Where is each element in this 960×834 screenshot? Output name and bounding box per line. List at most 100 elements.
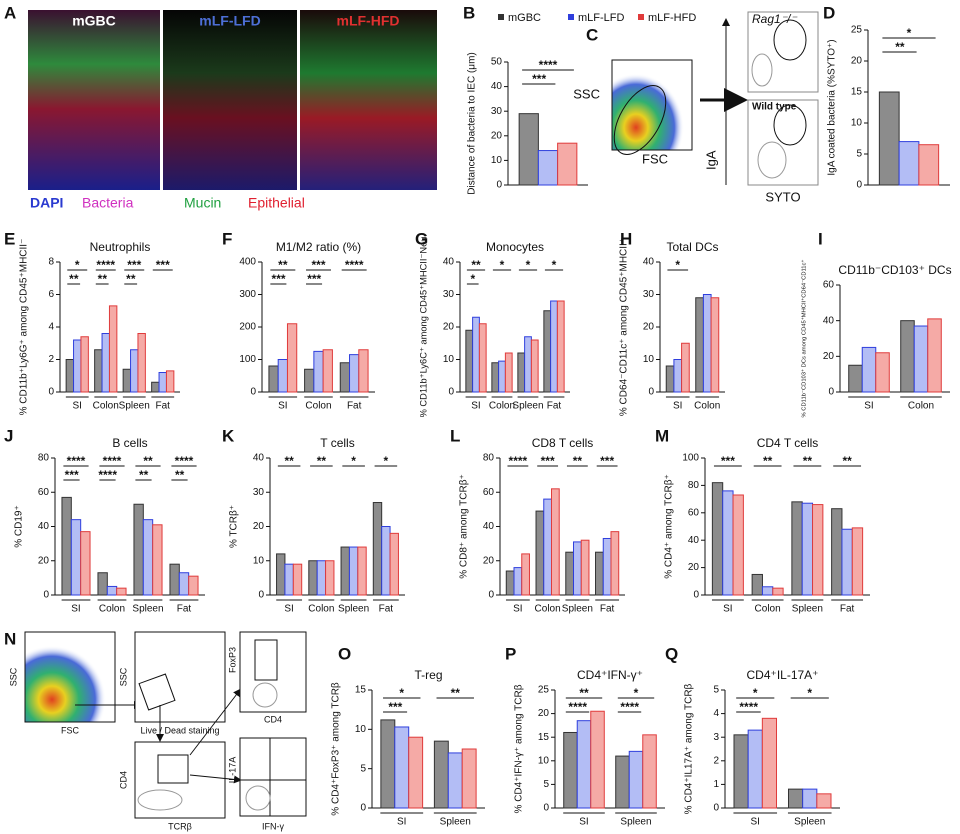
bar	[590, 710, 605, 809]
bar	[831, 508, 843, 596]
y-axis-label: Distance of bacteria to IEC (μm)	[467, 52, 478, 194]
y-tick-label: 0	[43, 590, 49, 601]
legend-marker	[638, 14, 644, 20]
arrow	[189, 688, 242, 756]
chart-title: Total DCs	[666, 240, 718, 254]
significance-label: **	[573, 454, 583, 468]
axis-label: SYTO	[765, 189, 800, 204]
x-tick-label: SI	[397, 817, 406, 828]
x-tick-label: Colon	[99, 604, 125, 615]
y-tick-label: 20	[491, 130, 503, 141]
panel-letter: G	[415, 229, 428, 248]
stain-label: Epithelial	[248, 195, 305, 211]
y-axis-label: % CD4⁺IL17A⁺ among TCRβ	[684, 683, 695, 814]
x-tick-label: SI	[864, 401, 873, 412]
x-tick-label: Spleen	[792, 604, 823, 615]
micrograph	[28, 10, 160, 190]
x-tick-label: Fat	[156, 401, 171, 412]
bar	[70, 519, 82, 596]
axis-label: FoxP3	[227, 647, 237, 673]
bar	[861, 346, 877, 393]
axis-label: IFN-γ	[262, 821, 284, 831]
y-tick-label: 5	[360, 763, 366, 774]
significance-label: **	[471, 258, 481, 272]
significance-label: *	[675, 258, 680, 272]
significance-label: ***	[272, 272, 286, 286]
bar	[348, 546, 359, 596]
bar	[543, 310, 552, 393]
x-tick-label: Fat	[547, 401, 562, 412]
bar	[550, 300, 558, 393]
bar	[101, 333, 110, 393]
bar	[498, 360, 506, 393]
bar	[557, 142, 578, 186]
x-tick-label: Colon	[908, 401, 934, 412]
legend-label: mLF-HFD	[648, 12, 696, 24]
chart-title: CD11b⁻CD103⁺ DCs	[838, 263, 951, 277]
gate	[613, 85, 667, 155]
significance-label: *	[753, 686, 758, 700]
y-tick-label: 25	[851, 25, 863, 36]
bar	[130, 349, 139, 393]
panel-letter: O	[338, 644, 351, 663]
significance-label: *	[384, 454, 389, 468]
y-axis-label: % CD4⁺ among TCRβ⁺	[664, 474, 675, 579]
y-tick-label: 80	[38, 453, 50, 464]
y-tick-label: 0	[828, 387, 834, 398]
x-tick-label: SI	[723, 604, 732, 615]
chart: G Monocytes % CD11b⁺Ly6C⁺ among CD45⁺MHCII…	[415, 229, 570, 417]
y-tick-label: 0	[543, 803, 549, 814]
y-tick-label: 10	[253, 555, 265, 566]
chart: J B cells % CD19⁺ 0 20 40 60 80 SI Colon Spleen Fat…	[4, 426, 205, 615]
bar	[358, 349, 369, 393]
bar	[97, 572, 108, 596]
axis-label: IgA	[703, 150, 718, 170]
bar	[308, 560, 318, 596]
flow-plot	[239, 737, 307, 817]
bar	[316, 560, 327, 596]
chart: M CD4 T cells % CD4⁺ among TCRβ⁺ 0 20 40 60 80 1…	[655, 426, 870, 615]
y-tick-label: 0	[360, 803, 366, 814]
flow-plot	[134, 631, 226, 723]
legend-label: mGBC	[508, 12, 541, 24]
y-tick-label: 0	[258, 590, 264, 601]
panel-a: A mGBC mLF-LFD mLF-HFD DAPI Bacteria Muc…	[4, 3, 437, 211]
x-tick-label: Spleen	[440, 817, 471, 828]
y-tick-label: 5	[856, 149, 862, 160]
bar	[313, 350, 324, 393]
bar	[710, 297, 720, 393]
y-tick-label: 5	[713, 685, 719, 696]
x-tick-label: Spleen	[620, 817, 651, 828]
significance-label: *	[552, 258, 557, 272]
significance-label: ***	[307, 272, 321, 286]
y-tick-label: 0	[250, 387, 256, 398]
x-tick-label: SI	[71, 604, 80, 615]
significance-label: *	[807, 686, 812, 700]
bar	[530, 339, 539, 393]
y-tick-label: 4	[713, 708, 719, 719]
axis-label: CD4	[264, 714, 282, 724]
bar	[722, 490, 734, 596]
bar	[695, 297, 704, 393]
x-tick-label: Colon	[305, 401, 331, 412]
y-tick-label: 40	[483, 521, 495, 532]
bar	[505, 570, 515, 596]
bar	[80, 336, 89, 393]
chart: B Distance of bacteria to IEC (μm) 0 10 20 30…	[463, 3, 696, 194]
chart: D IgA coated bacteria (%SYTO⁺) 0 5 10 15 20 25 *…	[823, 3, 950, 191]
significance-label: ****	[98, 468, 117, 482]
significance-label: **	[451, 686, 461, 700]
bar	[751, 573, 763, 596]
y-tick-label: 6	[48, 289, 54, 300]
x-tick-label: Spleen	[512, 401, 543, 412]
bar	[133, 503, 144, 596]
bar	[732, 494, 744, 596]
bar	[80, 531, 91, 596]
significance-label: ***	[311, 258, 325, 272]
axis-label: TCRβ	[168, 821, 192, 831]
significance-label: **	[278, 258, 288, 272]
significance-label: **	[579, 686, 589, 700]
axis-label: SSC	[118, 667, 128, 686]
bar	[602, 537, 612, 596]
chart: O T-reg % CD4⁺FoxP3⁺ among TCRβ 0 5 10 15 SI Spl…	[331, 644, 485, 828]
